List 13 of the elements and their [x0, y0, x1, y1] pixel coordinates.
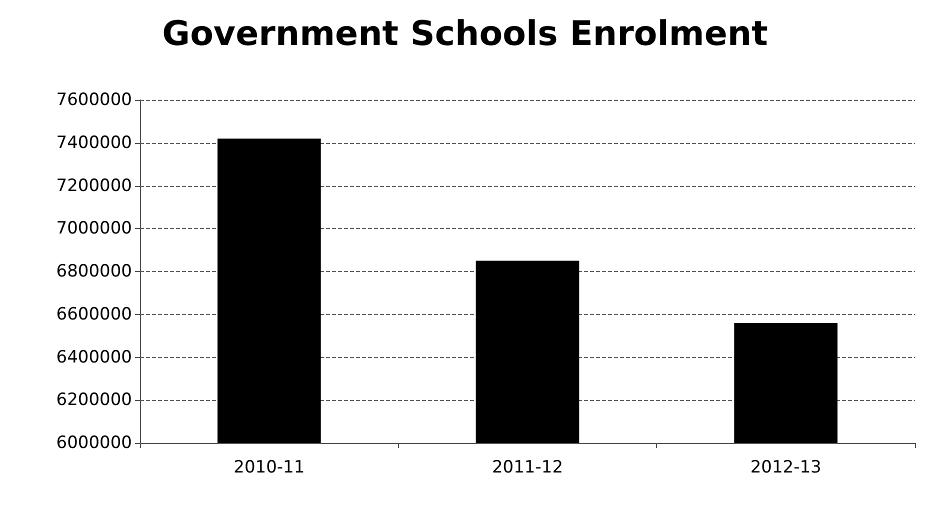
x-tick-label: 2010-11 — [234, 458, 305, 478]
y-tick-label: 7600000 — [56, 90, 132, 110]
chart-title: Government Schools Enrolment — [162, 14, 768, 54]
y-tick-label: 7000000 — [56, 218, 132, 239]
x-tick-label: 2011-12 — [492, 458, 564, 478]
y-tick-label: 6000000 — [56, 433, 132, 453]
y-tick-label: 6800000 — [56, 262, 132, 282]
x-tick-label: 2012-13 — [750, 458, 822, 478]
y-tick-label: 6600000 — [56, 304, 132, 324]
y-tick-label: 6200000 — [56, 390, 132, 410]
y-tick-label: 7400000 — [56, 132, 132, 153]
y-tick-label: 6400000 — [56, 347, 132, 368]
y-tick-label: 7200000 — [56, 176, 132, 196]
